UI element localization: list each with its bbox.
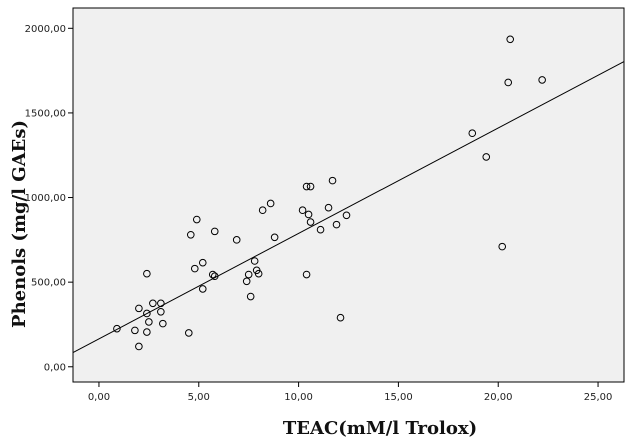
data-point bbox=[210, 272, 219, 281]
data-point bbox=[208, 270, 217, 279]
data-point bbox=[316, 225, 325, 234]
y-tick-label: 2000,00 bbox=[25, 24, 66, 35]
data-point bbox=[258, 206, 267, 215]
data-point bbox=[336, 313, 345, 322]
x-tick-label: 15,00 bbox=[384, 392, 413, 403]
data-point bbox=[131, 326, 139, 335]
data-point bbox=[198, 258, 207, 267]
y-axis-title: Phenols (mg/l GAEs) bbox=[9, 120, 30, 328]
data-point bbox=[332, 220, 341, 229]
x-tick-label: 10,00 bbox=[284, 392, 313, 403]
data-point bbox=[242, 277, 251, 286]
x-axis-title: TEAC(mM/l Trolox) bbox=[283, 418, 477, 439]
data-point bbox=[498, 242, 507, 251]
data-points bbox=[113, 35, 546, 351]
data-point bbox=[186, 230, 195, 239]
data-point bbox=[232, 236, 241, 244]
data-point bbox=[302, 182, 311, 191]
data-point bbox=[192, 215, 201, 224]
data-point bbox=[135, 342, 143, 351]
data-point bbox=[190, 264, 199, 273]
y-axis: 0,00 500,00 1000,00 1500,00 2000,00 bbox=[25, 24, 73, 373]
data-point bbox=[254, 269, 263, 278]
fit-line-group bbox=[72, 61, 625, 353]
data-point bbox=[298, 206, 307, 215]
x-tick-label: 25,00 bbox=[584, 392, 613, 403]
data-point bbox=[157, 307, 165, 316]
data-point bbox=[149, 299, 157, 308]
data-point bbox=[198, 285, 207, 293]
data-point bbox=[266, 199, 275, 208]
y-tick-label: 0,00 bbox=[44, 362, 66, 373]
x-tick-label: 0,00 bbox=[88, 392, 110, 403]
data-point bbox=[250, 257, 259, 265]
data-point bbox=[538, 76, 546, 84]
data-point bbox=[157, 299, 165, 308]
data-point bbox=[246, 292, 255, 301]
data-point bbox=[504, 78, 513, 87]
data-point bbox=[306, 182, 315, 191]
data-point bbox=[143, 269, 151, 278]
data-point bbox=[304, 210, 313, 219]
data-point bbox=[143, 309, 151, 318]
data-point bbox=[506, 35, 515, 44]
data-point bbox=[270, 233, 279, 242]
x-tick-label: 5,00 bbox=[188, 392, 210, 403]
data-point bbox=[482, 153, 491, 161]
x-axis: 0,00 5,00 10,00 15,00 20,00 25,00 bbox=[88, 382, 613, 403]
fit-line bbox=[72, 61, 625, 353]
y-tick-label: 1500,00 bbox=[25, 108, 66, 119]
data-point bbox=[306, 218, 315, 226]
data-point bbox=[210, 227, 219, 236]
plot-area bbox=[72, 7, 625, 383]
data-point bbox=[324, 203, 333, 212]
y-tick-label: 1000,00 bbox=[25, 193, 66, 204]
data-point bbox=[342, 211, 351, 220]
data-point bbox=[143, 328, 151, 336]
data-point bbox=[468, 129, 477, 138]
data-point bbox=[244, 270, 253, 279]
data-point bbox=[302, 270, 311, 279]
data-point bbox=[135, 304, 143, 313]
x-tick-label: 20,00 bbox=[484, 392, 513, 403]
y-tick-label: 500,00 bbox=[31, 278, 66, 289]
data-point bbox=[159, 319, 167, 328]
data-point bbox=[184, 329, 193, 337]
data-point bbox=[145, 318, 153, 326]
data-point bbox=[328, 176, 337, 185]
data-point bbox=[113, 324, 121, 333]
